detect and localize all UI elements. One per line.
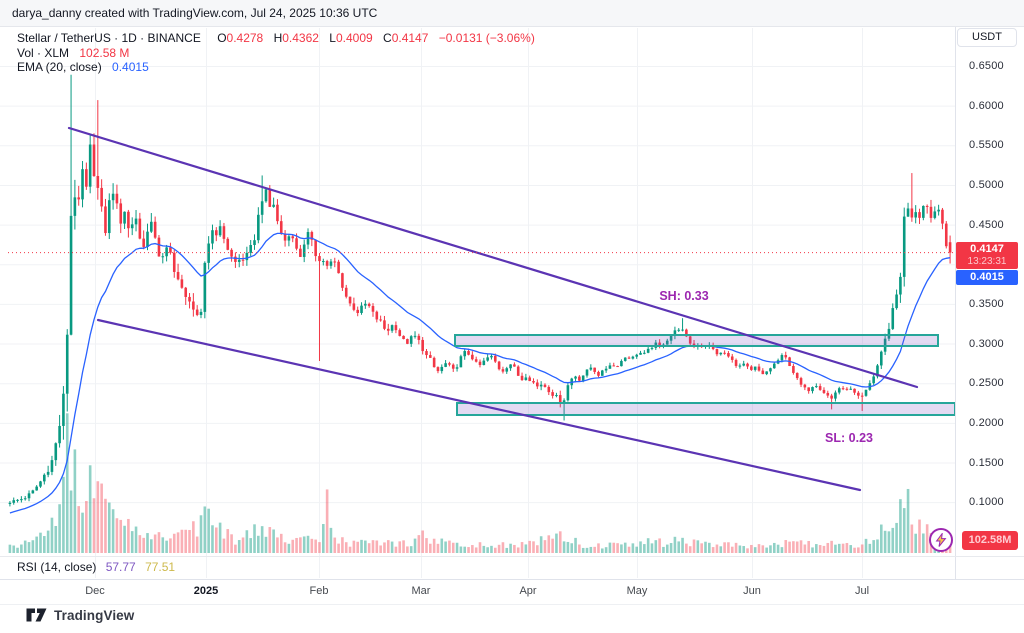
symbol-title: Stellar / TetherUS · 1D · BINANCE — [17, 31, 201, 45]
ema-line — [9, 232, 951, 514]
time-scale[interactable]: Dec 2025 Feb Mar Apr May Jun Jul — [0, 580, 1024, 605]
tradingview-logo-text: TradingView — [54, 607, 135, 623]
ema-label: EMA (20, close) — [17, 60, 102, 74]
price-tick: 0.6500 — [969, 60, 1004, 72]
price-tick: 0.6000 — [969, 99, 1004, 112]
ema-value: 0.4015 — [112, 60, 149, 74]
time-tick: Dec — [85, 585, 105, 597]
price-tick: 0.2500 — [969, 377, 1004, 390]
volume-axis-badge: 102.58M — [962, 531, 1018, 550]
price-tick: 0.3000 — [969, 337, 1004, 350]
time-tick: May — [626, 585, 648, 597]
time-tick: Jun — [743, 585, 761, 597]
time-tick: Feb — [309, 585, 329, 597]
swing-high-zone[interactable] — [454, 334, 939, 347]
lightning-bolt-icon — [935, 533, 947, 547]
open-label: O — [217, 31, 227, 45]
volume-label: Vol · XLM — [17, 45, 70, 60]
rsi-value-2: 77.51 — [145, 560, 176, 574]
price-tick: 0.1000 — [969, 496, 1004, 509]
candles-layer — [8, 74, 952, 507]
time-tick: Apr — [519, 585, 537, 597]
candle-countdown: 13:23:31 — [967, 256, 1007, 267]
last-price-label[interactable]: 0.4147 13:23:31 — [956, 242, 1018, 269]
swing-low-zone[interactable] — [456, 402, 956, 416]
close-value: 0.4147 — [391, 31, 429, 45]
price-tick: 0.5000 — [969, 178, 1004, 191]
tradingview-logo-icon — [26, 608, 47, 622]
rsi-value-1: 57.77 — [105, 560, 136, 574]
price-tick: 0.1500 — [969, 456, 1004, 469]
lower-channel-line[interactable] — [96, 318, 862, 492]
currency-toggle-button[interactable]: USDT — [957, 28, 1017, 47]
open-value: 0.4278 — [226, 31, 264, 45]
volume-legend-row[interactable]: Vol · XLM 102.58 M — [17, 46, 535, 61]
volume-layer — [8, 413, 952, 553]
ema-price-label: 0.4015 — [956, 270, 1018, 285]
grid-layer — [0, 28, 955, 578]
rsi-legend-row[interactable]: RSI (14, close) 57.77 77.51 — [17, 560, 175, 574]
high-value: 0.4362 — [282, 31, 319, 45]
time-tick: 2025 — [193, 585, 219, 597]
volume-value: 102.58 M — [79, 45, 130, 60]
ema-legend-row[interactable]: EMA (20, close) 0.4015 — [17, 60, 535, 75]
attribution-bar: darya_danny created with TradingView.com… — [0, 0, 1024, 27]
symbol-legend: Stellar / TetherUS · 1D · BINANCE O0.427… — [17, 31, 535, 75]
price-tick: 0.5500 — [969, 139, 1004, 152]
upper-channel-line[interactable] — [67, 126, 919, 389]
rsi-label: RSI (14, close) — [17, 560, 97, 574]
price-tick: 0.3500 — [969, 297, 1004, 310]
price-tick: 0.4500 — [969, 218, 1004, 231]
price-tick: 0.2000 — [969, 416, 1004, 429]
time-tick: Mar — [411, 585, 431, 597]
close-label: C — [383, 31, 392, 45]
time-tick: Jul — [854, 585, 870, 597]
price-scale[interactable]: 0.6500 0.6000 0.5500 0.5000 0.4500 0.3500 0.30… — [956, 27, 1024, 580]
annotation-swing-high[interactable]: SH: 0.33 — [659, 289, 709, 303]
high-label: H — [273, 31, 283, 45]
low-value: 0.4009 — [335, 31, 373, 45]
instant-trading-icon[interactable] — [929, 528, 953, 552]
last-price-value: 0.4147 — [970, 243, 1004, 255]
tradingview-logo[interactable]: TradingView — [26, 607, 134, 623]
axis-borders — [0, 27, 1024, 605]
ohlc-row[interactable]: Stellar / TetherUS · 1D · BINANCE O0.427… — [17, 31, 535, 46]
annotation-swing-low[interactable]: SL: 0.23 — [825, 431, 873, 445]
low-label: L — [329, 31, 336, 45]
change-value: −0.0131 (−3.06%) — [438, 31, 535, 45]
